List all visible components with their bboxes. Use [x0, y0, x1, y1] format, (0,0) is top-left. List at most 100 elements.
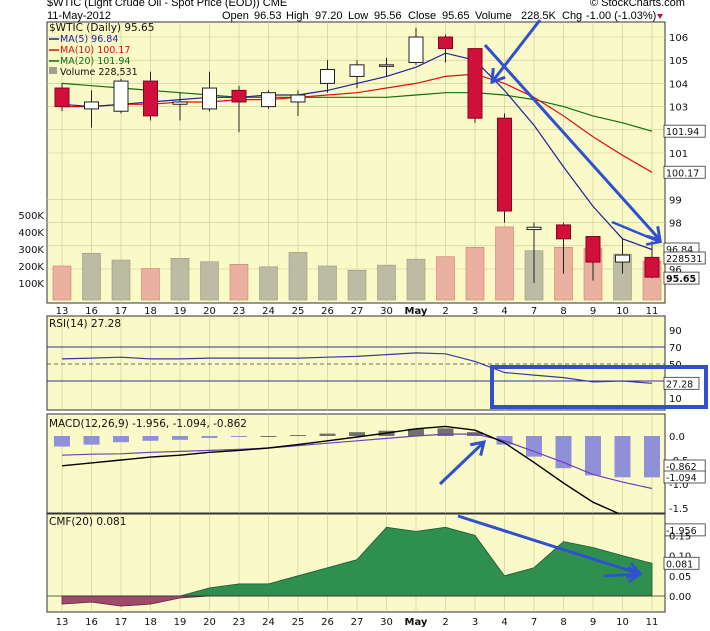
price-tick-label: 105: [669, 56, 688, 67]
cmf-tick-label: 0.05: [669, 572, 691, 583]
candle-body: [585, 236, 601, 263]
x-tick-label-top: 3: [472, 306, 478, 317]
legend-ma10: MA(10) 100.17: [60, 45, 130, 56]
annotation-arrow-price: [483, 43, 662, 242]
volume-tick-label: 500K: [18, 211, 44, 222]
open-value: 96.53: [254, 10, 282, 22]
macd-histogram-bar: [437, 428, 454, 436]
volume-bar: [229, 263, 249, 301]
x-tick-label-top: 16: [85, 306, 98, 317]
rsi-tick-label: 10: [669, 394, 682, 405]
macd-line: [61, 425, 653, 531]
candle-body: [202, 87, 217, 110]
price-tick-label: 103: [669, 103, 688, 114]
x-tick-label-top: 8: [560, 306, 566, 317]
x-tick-label-bottom: 3: [472, 617, 478, 628]
macd-histogram-bar: [231, 436, 247, 437]
candle-body: [231, 89, 247, 103]
candle-body: [349, 64, 365, 77]
rsi-tick-label: 90: [669, 326, 682, 337]
x-tick-label-top: 19: [174, 306, 187, 317]
macd-tick-label: 0.0: [669, 432, 685, 443]
candle-body: [379, 64, 394, 67]
macd-histogram-bar: [290, 435, 306, 437]
macd-signal-line: [61, 433, 653, 490]
x-tick-label-top: 9: [590, 306, 596, 317]
annotation-arrow-price-small-head: [645, 229, 663, 246]
cmf-value-tag-box: [663, 556, 700, 570]
ma20-line: [61, 82, 653, 132]
rsi-value-tag-box: [663, 376, 700, 390]
candle-body: [320, 68, 335, 84]
volume-bar: [52, 265, 72, 301]
price-tick-label: 101: [669, 149, 688, 160]
candle-body: [644, 256, 660, 278]
macd-histogram-value-tag: -0.862: [666, 462, 697, 473]
volume-bar: [347, 269, 367, 301]
macd-signal-value-tag-box: [663, 470, 706, 484]
x-tick-label-bottom: 13: [56, 617, 69, 628]
annotation-arrow-macd-head: [469, 440, 487, 456]
x-tick-label-bottom: 9: [590, 617, 596, 628]
x-tick-label-top: 24: [262, 306, 275, 317]
annotations: [438, 19, 708, 584]
rsi-title: RSI(14) 27.28: [49, 318, 121, 330]
legend-ma20: MA(20) 101.94: [60, 56, 130, 67]
macd-histogram-bar: [349, 432, 365, 436]
x-tick-label-top: 10: [616, 306, 629, 317]
ma20-value-tag-box: [663, 124, 706, 138]
price-tick-label: 106: [669, 33, 688, 44]
candle-body: [84, 101, 99, 110]
macd-histogram-bar: [172, 436, 188, 440]
header-date: 11-May-2012: [47, 10, 111, 22]
ma20-value-tag: 101.94: [666, 127, 699, 138]
volume-bar: [406, 258, 426, 301]
price-tick-label: 98: [669, 219, 682, 230]
x-tick-label-bottom: 20: [203, 617, 216, 628]
rsi-tick-label: 70: [669, 343, 682, 354]
macd-histogram-bar: [526, 436, 542, 457]
annotation-box-rsi: [490, 365, 708, 409]
macd-histogram-bar: [644, 436, 660, 478]
chg-down-icon: [657, 14, 663, 19]
macd-histogram-bar: [614, 436, 631, 478]
volume-tick-label: 100K: [18, 279, 44, 290]
annotation-arrow-cmf-small: [603, 572, 641, 578]
volume-bar: [465, 247, 485, 301]
x-tick-label-bottom: 27: [351, 617, 364, 628]
volume-bar: [141, 268, 160, 301]
candle-body: [113, 80, 129, 112]
candle-body: [290, 94, 306, 103]
annotation-arrow-top-head: [490, 67, 506, 85]
annotation-arrow-macd: [438, 440, 486, 486]
rsi-plot-area: [46, 315, 666, 411]
volume-legend: Volume 228,531: [60, 67, 138, 78]
volume-value: 228.5K: [521, 10, 557, 22]
x-tick-label-top: 18: [144, 306, 157, 317]
volume-label: Volume: [475, 10, 512, 22]
macd-histogram-bar: [585, 436, 601, 476]
candle-body: [556, 224, 571, 240]
candle-body: [408, 36, 424, 64]
ma10-value-tag-box: [663, 165, 706, 179]
x-tick-label-top: 7: [531, 306, 537, 317]
x-tick-label-bottom: 10: [616, 617, 629, 628]
x-tick-label-top: 27: [351, 306, 364, 317]
x-tick-label-top: 25: [292, 306, 305, 317]
candle-body: [54, 87, 70, 108]
volume-bar: [111, 259, 131, 301]
macd-tick-label: -1.5: [669, 504, 689, 515]
x-tick-label-bottom: 11: [646, 617, 659, 628]
x-tick-label-top: 26: [321, 306, 334, 317]
macd-histogram-bar: [408, 428, 424, 436]
candle-body: [526, 226, 542, 231]
candle-body: [172, 101, 188, 105]
low-value: 95.56: [374, 10, 402, 22]
ma10-value-tag: 100.17: [666, 168, 699, 179]
volume-bar: [200, 261, 219, 301]
x-axis-labels: 1313161617171818191920202323242425252626…: [56, 306, 659, 628]
rsi-value-tag: 27.28: [666, 379, 693, 390]
cmf-value-tag: 0.081: [666, 559, 693, 570]
